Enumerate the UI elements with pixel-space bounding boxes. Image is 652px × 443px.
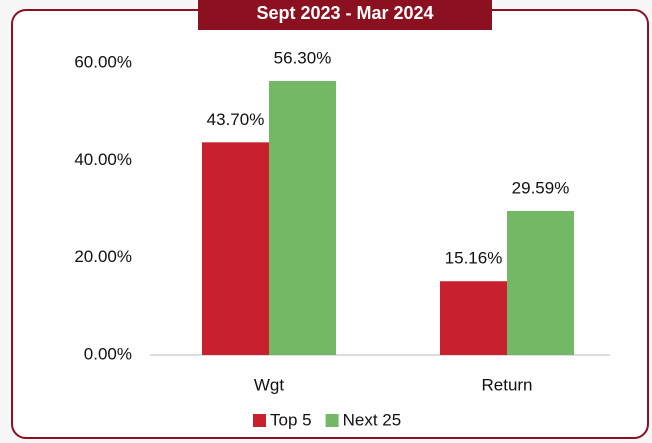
bar bbox=[507, 210, 574, 355]
data-label: 43.70% bbox=[207, 110, 265, 129]
legend-label: Top 5 bbox=[270, 410, 312, 429]
title-box bbox=[198, 0, 492, 30]
data-label: 15.16% bbox=[445, 249, 503, 268]
legend-swatch bbox=[325, 414, 339, 427]
bar bbox=[440, 281, 507, 355]
y-tick-label: 20.00% bbox=[74, 247, 132, 266]
data-label: 29.59% bbox=[512, 178, 570, 197]
legend-label: Next 25 bbox=[343, 410, 402, 429]
x-tick-label: Wgt bbox=[254, 375, 285, 394]
y-tick-label: 60.00% bbox=[74, 52, 132, 71]
legend-swatch bbox=[253, 414, 266, 427]
bar bbox=[202, 142, 269, 355]
bar bbox=[269, 81, 336, 356]
y-tick-label: 40.00% bbox=[74, 150, 132, 169]
chart-title: Sept 2023 - Mar 2024 bbox=[256, 3, 433, 23]
x-tick-label: Return bbox=[481, 375, 532, 394]
data-label: 56.30% bbox=[274, 48, 332, 67]
y-tick-label: 0.00% bbox=[84, 344, 132, 363]
